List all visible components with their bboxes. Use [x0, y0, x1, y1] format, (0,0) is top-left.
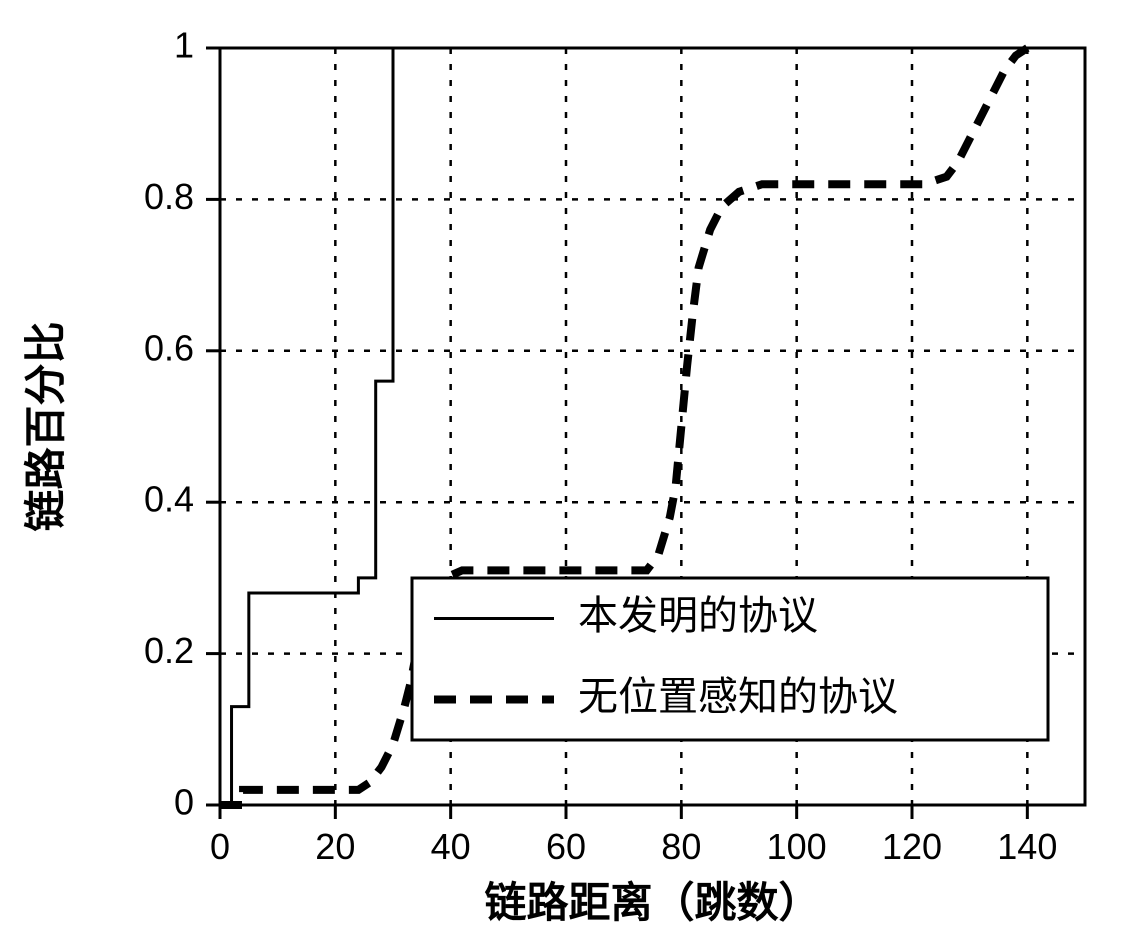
- legend-label: 无位置感知的协议: [578, 675, 898, 719]
- y-tick-label: 0.8: [144, 176, 194, 217]
- line-chart: 本发明的协议无位置感知的协议 0 20 40 60 80 100 120 140 0 0.2 0.4 0…: [0, 0, 1125, 937]
- chart-container: 本发明的协议无位置感知的协议 0 20 40 60 80 100 120 140 0 0.2 0.4 0…: [0, 0, 1125, 937]
- x-tick-label: 60: [546, 826, 586, 867]
- x-tick-label: 80: [661, 826, 701, 867]
- chart-background: [0, 0, 1125, 937]
- x-tick-label: 140: [997, 826, 1057, 867]
- x-tick-label: 40: [431, 826, 471, 867]
- y-tick-label: 0.4: [144, 479, 194, 520]
- y-axis-label: 链路百分比: [22, 321, 69, 531]
- y-tick-label: 1: [174, 25, 194, 66]
- legend: 本发明的协议无位置感知的协议: [412, 578, 1048, 740]
- y-tick-label: 0.2: [144, 630, 194, 671]
- legend-label: 本发明的协议: [578, 594, 818, 638]
- x-tick-label: 120: [882, 826, 942, 867]
- y-tick-label: 0.6: [144, 327, 194, 368]
- x-tick-label: 100: [767, 826, 827, 867]
- x-axis-label: 链路距离（跳数）: [484, 879, 820, 926]
- x-tick-label: 20: [315, 826, 355, 867]
- y-tick-label: 0: [174, 782, 194, 823]
- x-tick-label: 0: [210, 826, 230, 867]
